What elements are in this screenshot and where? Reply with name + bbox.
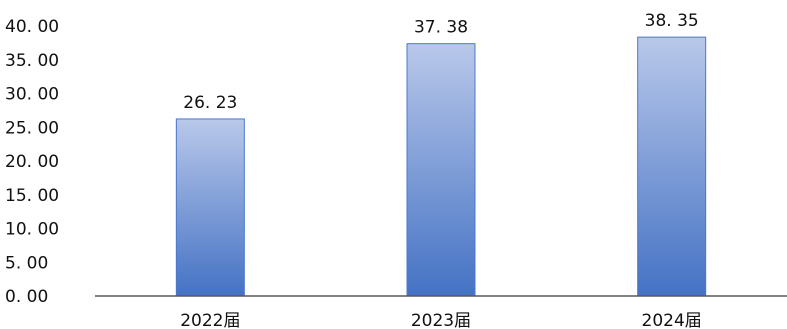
bar-value-label: 26. 23 [183, 93, 237, 113]
bar-1 [175, 118, 245, 297]
bar-value-label: 38. 35 [645, 11, 699, 31]
y-tick-label: 10. 00 [5, 220, 59, 240]
x-axis-tick-labels: 2022届 2023届 2024届 [180, 311, 702, 329]
y-tick-label: 5. 00 [5, 253, 48, 273]
x-category-label: 2023届 [411, 311, 471, 329]
y-tick-label: 15. 00 [5, 186, 59, 206]
data-labels: 26. 23 37. 38 38. 35 [183, 11, 698, 113]
y-tick-label: 35. 00 [5, 51, 59, 71]
bar-3 [637, 36, 707, 297]
bar-series [175, 36, 707, 297]
bar-2 [406, 43, 476, 297]
y-tick-label: 25. 00 [5, 118, 59, 138]
y-tick-label: 20. 00 [5, 152, 59, 172]
x-category-label: 2022届 [180, 311, 240, 329]
x-category-label: 2024届 [642, 311, 702, 329]
y-tick-label: 0. 00 [5, 287, 48, 307]
y-axis-tick-labels: 0. 00 5. 00 10. 00 15. 00 20. 00 25. 00 30. 00… [5, 17, 59, 307]
bar-value-label: 37. 38 [414, 18, 468, 38]
y-tick-label: 30. 00 [5, 85, 59, 105]
y-tick-label: 40. 00 [5, 17, 59, 37]
